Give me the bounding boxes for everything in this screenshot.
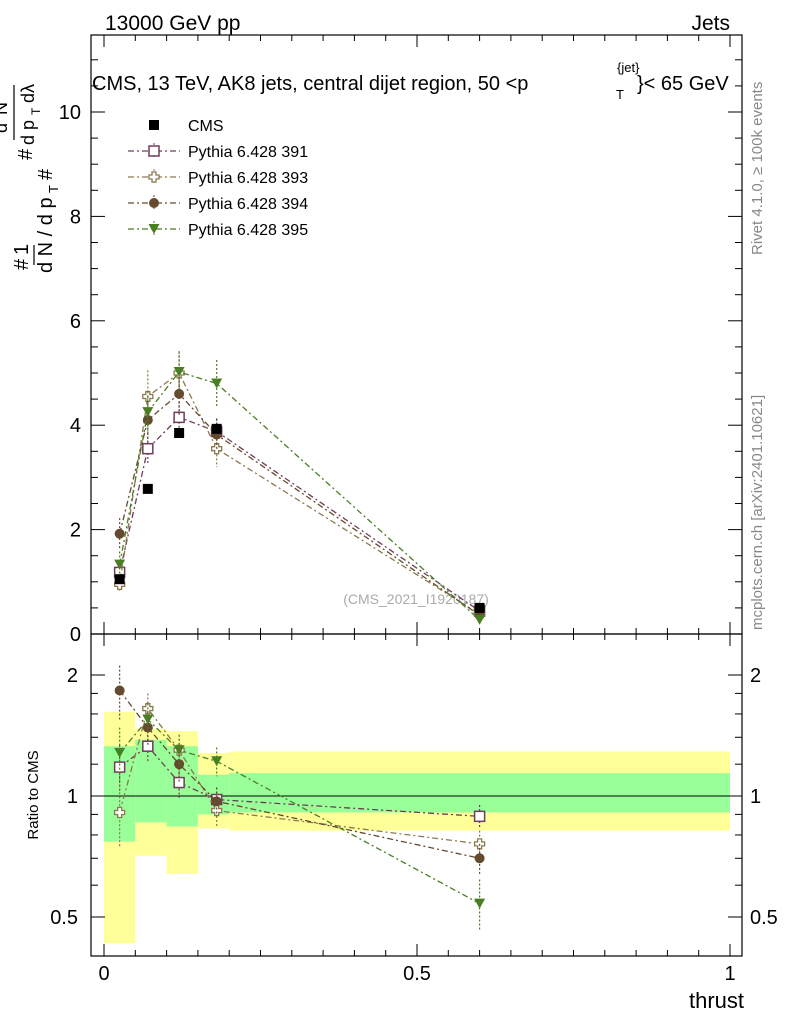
y-tick-label: 4 — [70, 415, 81, 437]
ratio-line — [119, 745, 480, 817]
chart-title-sup: {jet} — [617, 60, 640, 75]
ratio-point — [473, 810, 486, 823]
y-tick-label: 0 — [70, 624, 81, 646]
series-0 — [113, 401, 486, 617]
legend-marker — [149, 198, 159, 208]
main-series — [113, 351, 486, 625]
svg-text:1: 1 — [11, 244, 33, 255]
svg-text:T: T — [29, 107, 43, 115]
legend-marker — [149, 120, 159, 130]
legend-label: Pythia 6.428 391 — [188, 144, 308, 161]
svg-text:#: # — [15, 148, 37, 160]
ratio-point — [211, 804, 223, 817]
legend-entry: CMS — [149, 118, 224, 135]
ratio-point — [173, 776, 185, 789]
header-right: Jets — [691, 12, 730, 35]
x-tick-label: 0.5 — [403, 963, 431, 985]
cms-point — [142, 483, 153, 494]
x-tick-label: 1 — [724, 963, 735, 985]
chart-title-sub: T — [616, 87, 624, 102]
ratio-point — [211, 756, 223, 767]
header-left: 13000 GeV pp — [105, 12, 240, 35]
y-axis-label-ratio: Ratio to CMS — [25, 750, 42, 839]
ratio-series-3 — [114, 703, 486, 932]
legend: CMS Pythia 6.428 391 Pythia 6.428 393 Pythi… — [128, 118, 308, 239]
chart-title-end: }< 65 GeV — [637, 73, 729, 95]
data-point — [142, 442, 154, 455]
series-line — [119, 416, 480, 612]
series-1 — [114, 352, 486, 620]
data-point — [474, 614, 486, 625]
rivet-label: Rivet 4.1.0, ≥ 100k events — [749, 82, 766, 255]
ratio-point — [114, 806, 126, 819]
y-tick-label: 6 — [70, 311, 81, 333]
legend-label: Pythia 6.428 394 — [188, 196, 308, 213]
svg-text:d: d — [0, 123, 11, 133]
y-tick-label: 8 — [70, 206, 81, 228]
data-point — [142, 407, 154, 418]
x-tick-label: 0 — [98, 963, 109, 985]
ratio-point — [142, 714, 154, 725]
ratio-tick-label-right: 0.5 — [750, 907, 778, 929]
data-point — [114, 559, 126, 570]
cms-data — [114, 423, 485, 613]
data-point — [211, 378, 223, 389]
ratio-point — [114, 685, 125, 696]
svg-text:#: # — [35, 168, 57, 180]
legend-label: CMS — [188, 118, 224, 135]
y-tick-label: 10 — [59, 102, 81, 124]
ratio-tick-label-left: 1 — [67, 786, 78, 808]
svg-text:T: T — [46, 185, 61, 193]
legend-marker — [148, 171, 160, 183]
legend-entry: Pythia 6.428 393 — [128, 169, 308, 187]
svg-text:N: N — [0, 102, 11, 115]
watermark: (CMS_2021_I1920187) — [343, 591, 489, 607]
legend-marker — [148, 224, 160, 234]
y-axis-label-main: # 1 d N / d p T # # d 2 N d p T dλ — [0, 84, 61, 273]
ratio-tick-label-right: 1 — [750, 786, 761, 808]
svg-text:2: 2 — [0, 115, 2, 122]
legend-entry: Pythia 6.428 395 — [128, 221, 308, 239]
cms-point — [474, 602, 485, 613]
data-point — [173, 411, 185, 424]
ratio-point — [474, 853, 485, 864]
data-point — [173, 366, 185, 377]
cms-point — [211, 423, 222, 434]
y-tick-label: 2 — [70, 520, 81, 542]
ratio-point — [114, 747, 126, 758]
chart-title: CMS, 13 TeV, AK8 jets, central dijet reg… — [92, 73, 528, 95]
legend-label: Pythia 6.428 393 — [188, 170, 308, 187]
x-axis-label: thrust — [689, 988, 744, 1013]
svg-text:d p: d p — [18, 120, 38, 145]
ratio-tick-label-left: 2 — [67, 665, 78, 687]
data-point — [114, 528, 125, 539]
ratio-tick-label-left: 0.5 — [50, 907, 78, 929]
ratio-point — [474, 898, 486, 909]
series-line — [119, 371, 481, 621]
legend-entry: Pythia 6.428 391 — [128, 143, 308, 161]
ratio-point — [173, 745, 185, 756]
mcplots-label: mcplots.cern.ch [arXiv:2401.10621] — [749, 395, 766, 630]
cms-point — [174, 428, 185, 439]
legend-entry: Pythia 6.428 394 — [128, 195, 308, 213]
data-point — [174, 388, 185, 399]
ratio-tick-label-right: 2 — [750, 665, 761, 687]
legend-label: Pythia 6.428 395 — [188, 222, 308, 239]
svg-text:d N / d p: d N / d p — [35, 197, 57, 273]
legend-marker — [148, 145, 160, 157]
ratio-point — [473, 838, 486, 850]
cms-point — [114, 574, 125, 585]
band-green — [135, 739, 167, 823]
svg-text:dλ: dλ — [18, 84, 38, 103]
svg-text:#: # — [11, 258, 33, 270]
series-line — [119, 392, 480, 616]
ratio-bands — [104, 711, 730, 944]
ratio-series — [113, 665, 486, 932]
series-3 — [114, 351, 486, 625]
ratio-point — [142, 740, 154, 752]
ratio-point — [211, 796, 222, 807]
